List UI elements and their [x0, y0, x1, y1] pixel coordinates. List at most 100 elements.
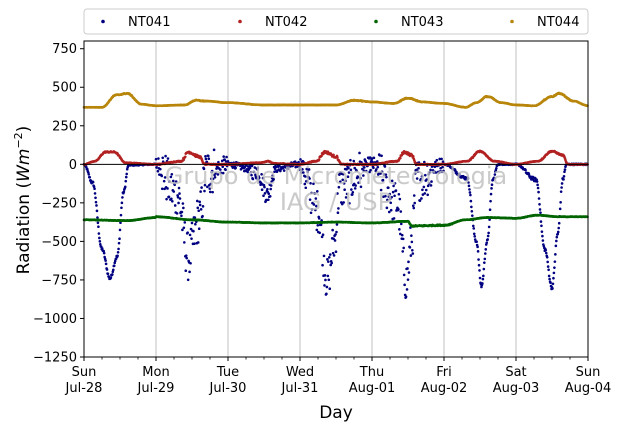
point-NT041-4-66: [402, 246, 405, 250]
point-NT041-4-31: [385, 206, 389, 210]
point-NT041-3-93: [343, 188, 346, 192]
point-NT041-5-52: [467, 184, 471, 188]
point-NT041-5-81: [481, 277, 485, 281]
point-NT041-3-73: [333, 239, 337, 242]
point-NT041-6-82: [554, 253, 557, 256]
point-NT041-4-100: [418, 199, 422, 202]
point-NT041-1-57: [182, 206, 185, 210]
point-NT041-3-77: [335, 223, 339, 226]
point-NT041-1-46: [176, 195, 180, 199]
point-NT041-4-122: [429, 168, 432, 172]
series-NT044: [82, 91, 589, 109]
point-NT041-4-27: [383, 165, 387, 168]
point-NT041-6-67: [546, 265, 550, 268]
y-tick-label-7: 500: [52, 81, 77, 96]
point-NT041-5-58: [470, 210, 474, 213]
point-NT041-1-114: [209, 182, 213, 186]
point-NT041-2-147: [297, 160, 300, 164]
point-NT041-3-37: [316, 224, 320, 227]
point-NT041-0-45: [104, 259, 107, 262]
point-NT041-6-53: [540, 224, 543, 228]
point-NT041-0-31: [97, 232, 101, 235]
point-NT041-4-135: [435, 158, 439, 162]
point-NT041-4-94: [415, 177, 419, 180]
data-points: [82, 91, 589, 299]
point-NT041-2-93: [271, 174, 274, 177]
point-NT041-1-121: [212, 148, 216, 152]
point-NT041-6-80: [553, 266, 556, 269]
point-NT041-1-90: [197, 227, 201, 231]
point-NT041-3-118: [355, 169, 358, 173]
point-NT041-1-115: [209, 177, 213, 181]
y-label-close: ): [14, 126, 34, 133]
point-NT041-4-97: [417, 166, 420, 170]
point-NT042-3-70: [332, 153, 335, 157]
point-NT041-2-71: [260, 188, 264, 191]
point-NT041-1-95: [200, 186, 203, 189]
point-NT041-1-13: [160, 187, 164, 191]
point-NT041-3-32: [314, 208, 317, 212]
point-NT041-6-102: [563, 168, 567, 171]
point-NT041-1-81: [193, 216, 197, 219]
point-NT041-5-94: [487, 225, 491, 229]
point-NT041-2-62: [256, 166, 260, 170]
x-tick-weekday-6: Sat: [505, 365, 526, 380]
point-NT041-3-50: [322, 254, 326, 258]
point-NT041-5-89: [485, 241, 489, 245]
point-NT041-0-22: [93, 187, 96, 191]
point-NT041-6-51: [539, 211, 542, 214]
point-NT041-2-77: [263, 192, 267, 195]
point-NT041-3-22: [309, 181, 312, 185]
point-NT041-3-81: [337, 185, 341, 189]
series-NT043: [82, 213, 589, 228]
point-NT041-5-65: [473, 238, 477, 241]
point-NT041-3-95: [344, 179, 347, 183]
point-NT041-2-80: [265, 198, 268, 202]
point-NT041-1-33: [170, 173, 174, 176]
point-NT041-3-116: [354, 184, 357, 187]
point-NT041-4-119: [427, 182, 431, 185]
point-NT041-1-109: [207, 154, 210, 158]
point-NT041-3-102: [347, 171, 351, 174]
point-NT041-2-73: [261, 176, 265, 180]
point-NT041-6-69: [547, 274, 551, 278]
point-NT041-4-75: [406, 278, 410, 281]
y-label-exponent: −2: [12, 132, 25, 148]
point-NT041-6-72: [549, 281, 552, 285]
point-NT041-4-74: [406, 267, 409, 270]
x-tick-date-4: Aug-01: [349, 381, 396, 396]
point-NT041-5-93: [487, 231, 490, 235]
point-NT041-3-69: [331, 251, 335, 255]
point-NT041-5-86: [483, 252, 487, 255]
legend-label-NT043: NT043: [401, 15, 443, 30]
point-NT041-0-75: [118, 228, 122, 232]
point-NT041-3-91: [342, 201, 345, 204]
point-NT041-3-14: [305, 167, 309, 171]
point-NT041-4-59: [399, 232, 402, 236]
point-NT041-3-15: [305, 180, 309, 183]
point-NT041-3-51: [323, 284, 326, 287]
point-NT041-2-88: [268, 195, 272, 198]
point-NT041-3-58: [326, 274, 330, 278]
x-tick-date-5: Aug-02: [421, 381, 468, 396]
point-NT041-3-68: [331, 228, 334, 232]
point-NT041-4-103: [420, 197, 423, 200]
point-NT041-1-12: [160, 174, 164, 178]
point-NT041-1-42: [174, 180, 178, 183]
point-NT041-0-50: [106, 272, 110, 276]
legend-label-NT041: NT041: [128, 15, 170, 30]
point-NT041-0-87: [124, 179, 128, 183]
point-NT041-2-117: [282, 169, 286, 172]
point-NT041-6-70: [548, 277, 551, 281]
point-NT041-2-57: [254, 173, 257, 177]
point-NT041-0-86: [123, 185, 127, 189]
x-tick-weekday-7: Sun: [576, 365, 601, 380]
point-NT041-0-12: [88, 175, 92, 179]
point-NT041-0-79: [120, 201, 124, 205]
point-NT041-6-47: [537, 190, 540, 194]
point-NT041-3-28: [312, 182, 315, 186]
svg-text:Radiation (Wm−2): Radiation (Wm−2): [12, 126, 34, 275]
point-NT041-1-34: [171, 200, 174, 203]
point-NT041-2-74: [262, 194, 265, 197]
point-NT041-4-42: [390, 179, 394, 183]
